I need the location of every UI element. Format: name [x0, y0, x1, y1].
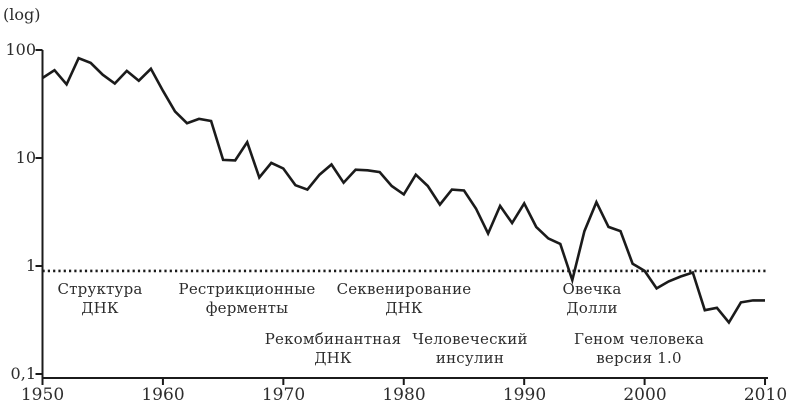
- x-tick-label-2000: 2000: [623, 385, 667, 405]
- x-tick-label-1990: 1990: [502, 385, 547, 405]
- annotation-dna-sequencing: Секвенирование ДНК: [336, 280, 472, 317]
- x-tick-label-1970: 1970: [261, 385, 306, 405]
- y-tick-label-10: 10: [15, 148, 36, 167]
- y-tick-label-1: 1: [25, 256, 36, 275]
- y-axis-unit-label: (log): [3, 5, 41, 24]
- annotation-restriction-enzymes: Рестрикционные ферменты: [178, 280, 316, 317]
- y-tick-label-0-1: 0,1: [10, 364, 36, 383]
- y-tick-label-100: 100: [5, 40, 36, 59]
- annotation-recombinant-dna: Рекомбинантная ДНК: [264, 330, 402, 367]
- x-tick-label-1950: 1950: [20, 385, 65, 405]
- annotation-dolly-sheep: Овечка Долли: [562, 280, 622, 317]
- cost-trend-line: [41, 56, 765, 325]
- annotation-human-insulin: Человеческий инсулин: [412, 330, 528, 367]
- x-tick-label-1980: 1980: [382, 385, 426, 405]
- x-tick-label-1960: 1960: [141, 385, 185, 405]
- annotation-dna-structure: Структура ДНК: [57, 280, 143, 317]
- annotation-human-genome-v1: Геном человека версия 1.0: [573, 330, 705, 367]
- x-tick-label-2010: 2010: [743, 385, 788, 405]
